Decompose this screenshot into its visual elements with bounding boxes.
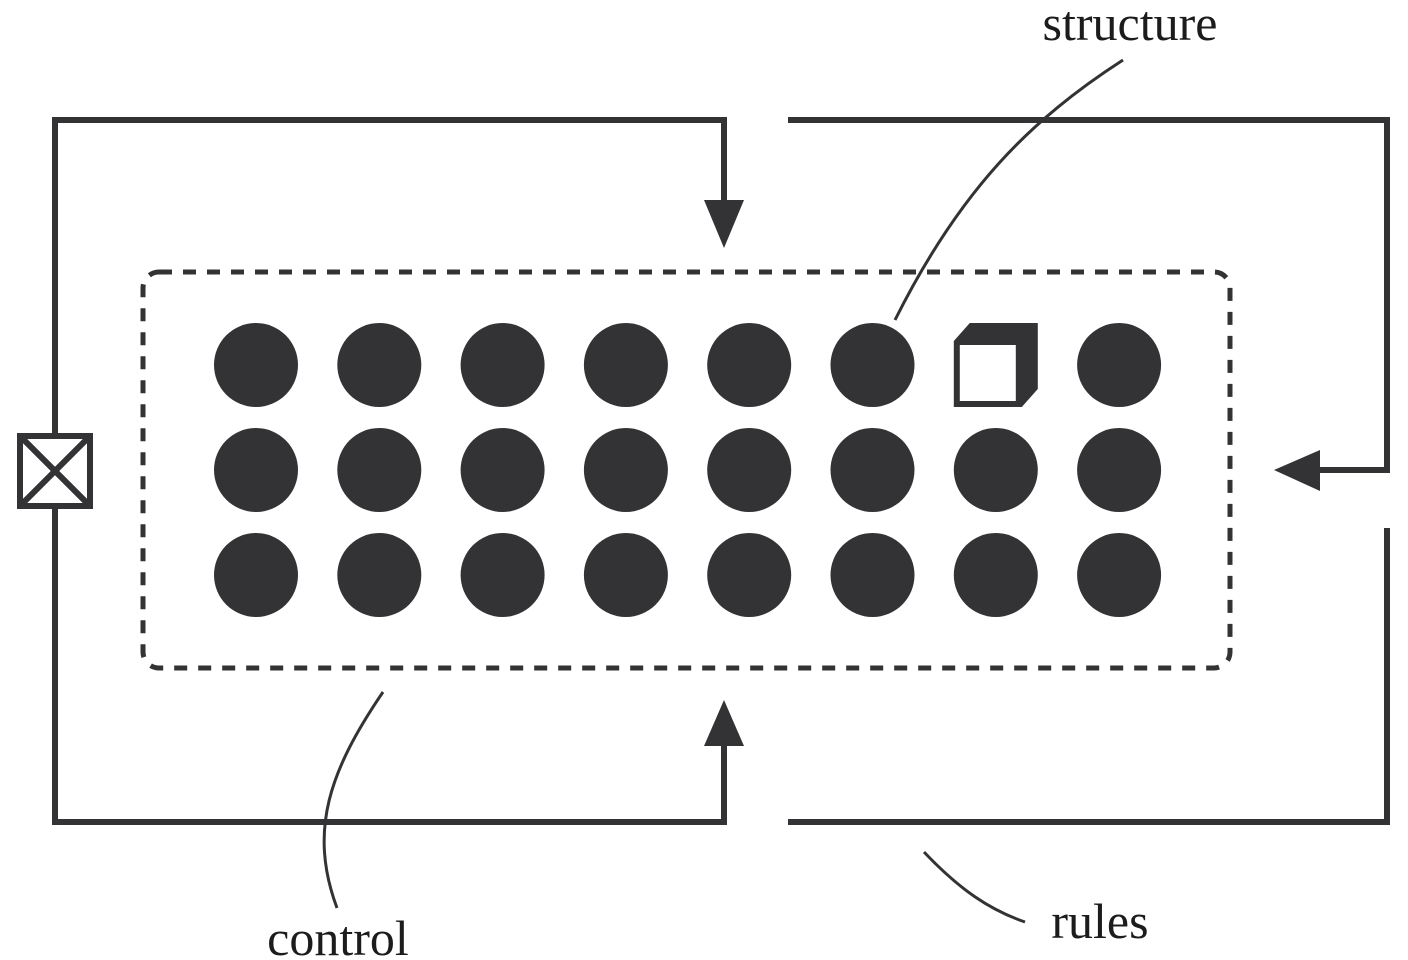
arrow-down-icon bbox=[704, 200, 744, 248]
filled-circle-icon bbox=[460, 428, 545, 512]
filled-circle-icon bbox=[1077, 323, 1162, 407]
rules-loop bbox=[788, 117, 1390, 825]
control-loop-top-line bbox=[52, 117, 727, 435]
filled-circle-icon bbox=[583, 323, 668, 407]
filled-circle-icon bbox=[953, 533, 1038, 617]
crossed-box-icon bbox=[17, 433, 93, 509]
rules-leader-line bbox=[922, 850, 1026, 924]
filled-circle-icon bbox=[337, 323, 422, 407]
filled-circle-icon bbox=[1077, 533, 1162, 617]
rules-loop-top-line bbox=[788, 117, 1390, 473]
filled-circle-icon bbox=[583, 428, 668, 512]
control-loop bbox=[52, 117, 727, 825]
filled-circle-icon bbox=[953, 428, 1038, 512]
filled-circle-icon bbox=[830, 428, 915, 512]
filled-circle-icon bbox=[337, 428, 422, 512]
arrow-left-icon bbox=[1274, 450, 1320, 491]
control-loop-bottom-line bbox=[52, 508, 727, 825]
control-leader-line bbox=[322, 691, 385, 909]
filled-circle-icon bbox=[214, 533, 298, 617]
rules-label: rules bbox=[1051, 893, 1148, 949]
rules-loop-bottom-line bbox=[788, 528, 1390, 825]
filled-circle-icon bbox=[460, 533, 545, 617]
open-cube-icon bbox=[953, 323, 1038, 407]
filled-circle-icon bbox=[214, 428, 298, 512]
filled-circle-icon bbox=[830, 323, 915, 407]
filled-circle-icon bbox=[1077, 428, 1162, 512]
structure-grid bbox=[214, 323, 1162, 617]
structure-label: structure bbox=[1043, 0, 1218, 51]
control-boundary bbox=[140, 269, 1233, 671]
arrow-up-icon bbox=[704, 700, 744, 746]
filled-circle-icon bbox=[214, 323, 298, 407]
filled-circle-icon bbox=[707, 533, 792, 617]
filled-circle-icon bbox=[583, 533, 668, 617]
filled-circle-icon bbox=[337, 533, 422, 617]
filled-circle-icon bbox=[830, 533, 915, 617]
control-label: control bbox=[267, 910, 409, 960]
filled-circle-icon bbox=[460, 323, 545, 407]
structure-leader-line bbox=[893, 58, 1124, 321]
filled-circle-icon bbox=[707, 323, 792, 407]
filled-circle-icon bbox=[707, 428, 792, 512]
